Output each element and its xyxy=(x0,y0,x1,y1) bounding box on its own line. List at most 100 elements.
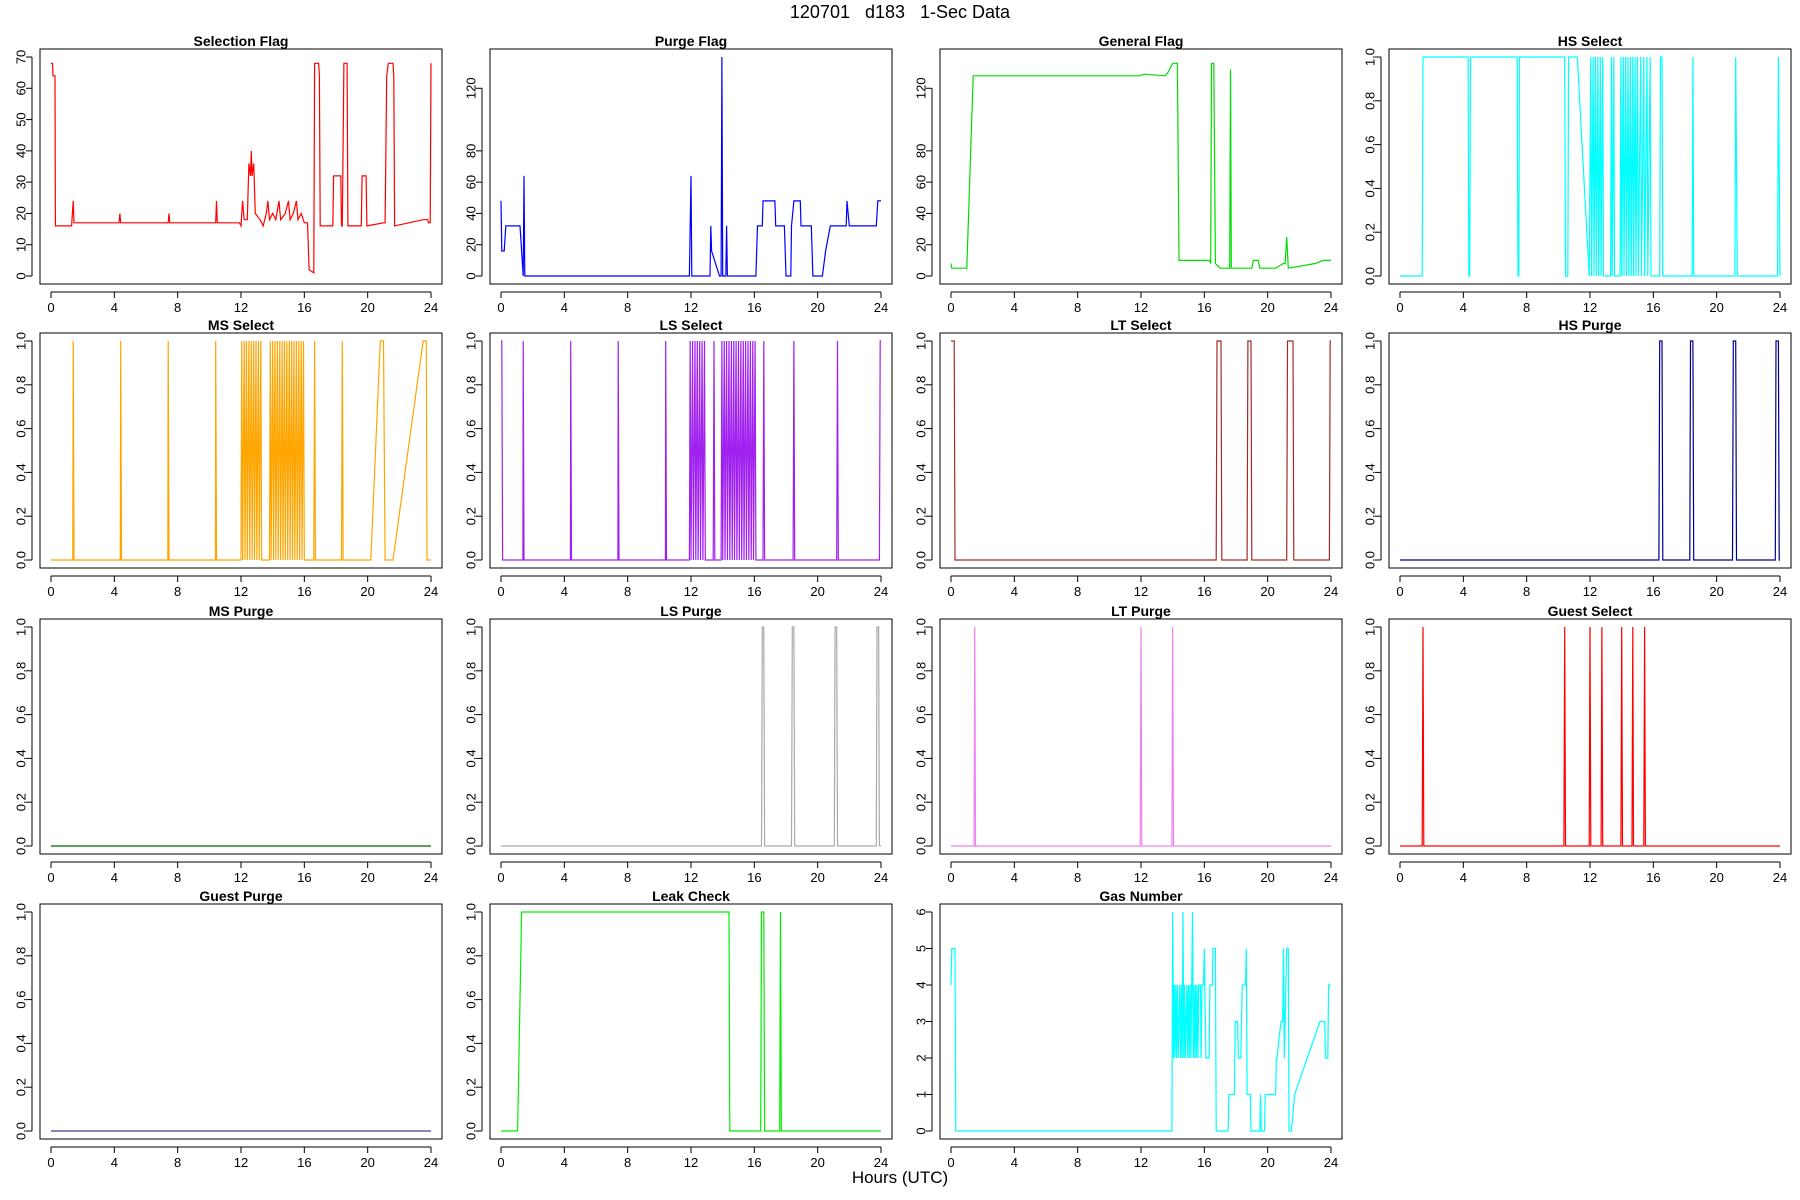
y-tick-label: 0.4 xyxy=(464,749,479,767)
panel-title: LS Select xyxy=(659,317,722,333)
panel-guest-select: Guest Select 0 4 8 12 16 20 24 0.0 0.2 0.4 0.6 0.8 1.… xyxy=(1363,603,1792,885)
panel-hs-purge: HS Purge 0 4 8 12 16 20 24 0.0 0.2 0.4 0.6 0.8 1.0 xyxy=(1363,317,1792,599)
series-line xyxy=(51,340,431,561)
x-tick-label: 24 xyxy=(1324,584,1338,599)
panel-ls-select: LS Select 0 4 8 12 16 20 24 0.0 0.2 0.4 0.6 0.8 1.0 xyxy=(464,317,893,599)
y-tick-label: 20 xyxy=(914,237,929,251)
y-tick-label: 0.2 xyxy=(1363,507,1378,525)
y-tick-label: 0.0 xyxy=(914,837,929,855)
panel-title: LT Purge xyxy=(1111,603,1171,619)
y-tick-label: 0.0 xyxy=(1363,267,1378,285)
y-tick-label: 0.0 xyxy=(914,551,929,569)
x-tick-label: 4 xyxy=(111,1155,118,1170)
plot-frame xyxy=(489,618,893,855)
y-tick-label: 0.0 xyxy=(464,1122,479,1140)
y-tick-label: 0.4 xyxy=(14,1034,29,1052)
x-tick-label: 20 xyxy=(360,300,374,315)
plot-frame xyxy=(1388,618,1792,855)
y-tick-label: 0.0 xyxy=(464,551,479,569)
y-tick-label: 0.8 xyxy=(464,376,479,394)
x-tick-label: 8 xyxy=(1074,584,1081,599)
x-axis-label: Hours (UTC) xyxy=(851,1168,949,1187)
plot-frame xyxy=(39,903,443,1140)
y-tick-label: 0.2 xyxy=(914,507,929,525)
x-tick-label: 12 xyxy=(684,870,698,885)
panel-title: Guest Purge xyxy=(199,888,282,904)
x-tick-label: 24 xyxy=(1773,584,1787,599)
y-tick-label: 0.4 xyxy=(1363,463,1378,481)
plot-frame xyxy=(939,48,1343,285)
x-tick-label: 8 xyxy=(624,1155,631,1170)
x-tick-label: 16 xyxy=(1646,870,1660,885)
y-tick-label: 0.6 xyxy=(464,991,479,1009)
plot-frame xyxy=(939,618,1343,855)
x-tick-label: 12 xyxy=(1134,1155,1148,1170)
x-tick-label: 16 xyxy=(747,870,761,885)
y-tick-label: 0.6 xyxy=(1363,136,1378,154)
y-tick-label: 0.2 xyxy=(1363,223,1378,241)
y-tick-label: 0.0 xyxy=(1363,837,1378,855)
y-tick-label: 50 xyxy=(14,112,29,126)
x-tick-label: 24 xyxy=(1773,870,1787,885)
x-tick-label: 16 xyxy=(297,870,311,885)
y-tick-label: 40 xyxy=(914,206,929,220)
figure-title: 120701 d183 1-Sec Data xyxy=(789,2,1011,22)
x-tick-label: 8 xyxy=(1523,300,1530,315)
x-tick-label: 0 xyxy=(1396,870,1403,885)
x-tick-label: 24 xyxy=(424,300,438,315)
x-tick-label: 0 xyxy=(47,870,54,885)
y-tick-label: 60 xyxy=(14,81,29,95)
y-tick-label: 0.2 xyxy=(14,793,29,811)
x-tick-label: 4 xyxy=(111,584,118,599)
x-tick-label: 12 xyxy=(1583,584,1597,599)
x-tick-label: 4 xyxy=(561,1155,568,1170)
x-tick-label: 4 xyxy=(111,300,118,315)
x-tick-label: 8 xyxy=(624,300,631,315)
x-tick-label: 4 xyxy=(1011,300,1018,315)
y-tick-label: 0 xyxy=(914,272,929,279)
x-tick-label: 20 xyxy=(810,300,824,315)
x-tick-label: 12 xyxy=(684,1155,698,1170)
x-tick-label: 24 xyxy=(874,584,888,599)
y-tick-label: 0 xyxy=(464,272,479,279)
y-tick-label: 60 xyxy=(914,175,929,189)
x-tick-label: 0 xyxy=(947,1155,954,1170)
panel-leak-check: Leak Check 0 4 8 12 16 20 24 0.0 0.2 0.4 0.6 0.8 1.0 xyxy=(464,888,893,1170)
y-tick-label: 0.6 xyxy=(1363,706,1378,724)
x-tick-label: 16 xyxy=(297,1155,311,1170)
y-tick-label: 1.0 xyxy=(464,903,479,921)
x-tick-label: 8 xyxy=(1523,584,1530,599)
x-tick-label: 8 xyxy=(1074,300,1081,315)
x-tick-label: 20 xyxy=(1260,1155,1274,1170)
x-tick-label: 4 xyxy=(561,870,568,885)
x-tick-label: 24 xyxy=(424,1155,438,1170)
x-tick-label: 0 xyxy=(497,1155,504,1170)
y-tick-label: 0.6 xyxy=(464,420,479,438)
x-tick-label: 0 xyxy=(497,870,504,885)
y-tick-label: 0.8 xyxy=(464,947,479,965)
y-tick-label: 2 xyxy=(914,1054,929,1061)
y-tick-label: 1.0 xyxy=(1363,48,1378,66)
x-tick-label: 8 xyxy=(1074,870,1081,885)
series-line xyxy=(501,626,881,847)
panel-title: LT Select xyxy=(1110,317,1172,333)
plot-frame xyxy=(489,48,893,285)
y-tick-label: 0 xyxy=(14,272,29,279)
x-tick-label: 20 xyxy=(360,1155,374,1170)
y-tick-label: 0.4 xyxy=(464,463,479,481)
x-tick-label: 20 xyxy=(1709,584,1723,599)
y-tick-label: 0 xyxy=(914,1127,929,1134)
y-tick-label: 0.4 xyxy=(14,749,29,767)
panel-ls-purge: LS Purge 0 4 8 12 16 20 24 0.0 0.2 0.4 0.6 0.8 1.0 xyxy=(464,603,893,885)
x-tick-label: 20 xyxy=(360,870,374,885)
y-tick-label: 6 xyxy=(914,908,929,915)
panel-title: Leak Check xyxy=(652,888,730,904)
x-tick-label: 4 xyxy=(1460,584,1467,599)
plot-frame xyxy=(939,903,1343,1140)
x-tick-label: 4 xyxy=(1011,870,1018,885)
y-tick-label: 0.2 xyxy=(14,507,29,525)
x-tick-label: 20 xyxy=(810,584,824,599)
x-tick-label: 8 xyxy=(174,1155,181,1170)
